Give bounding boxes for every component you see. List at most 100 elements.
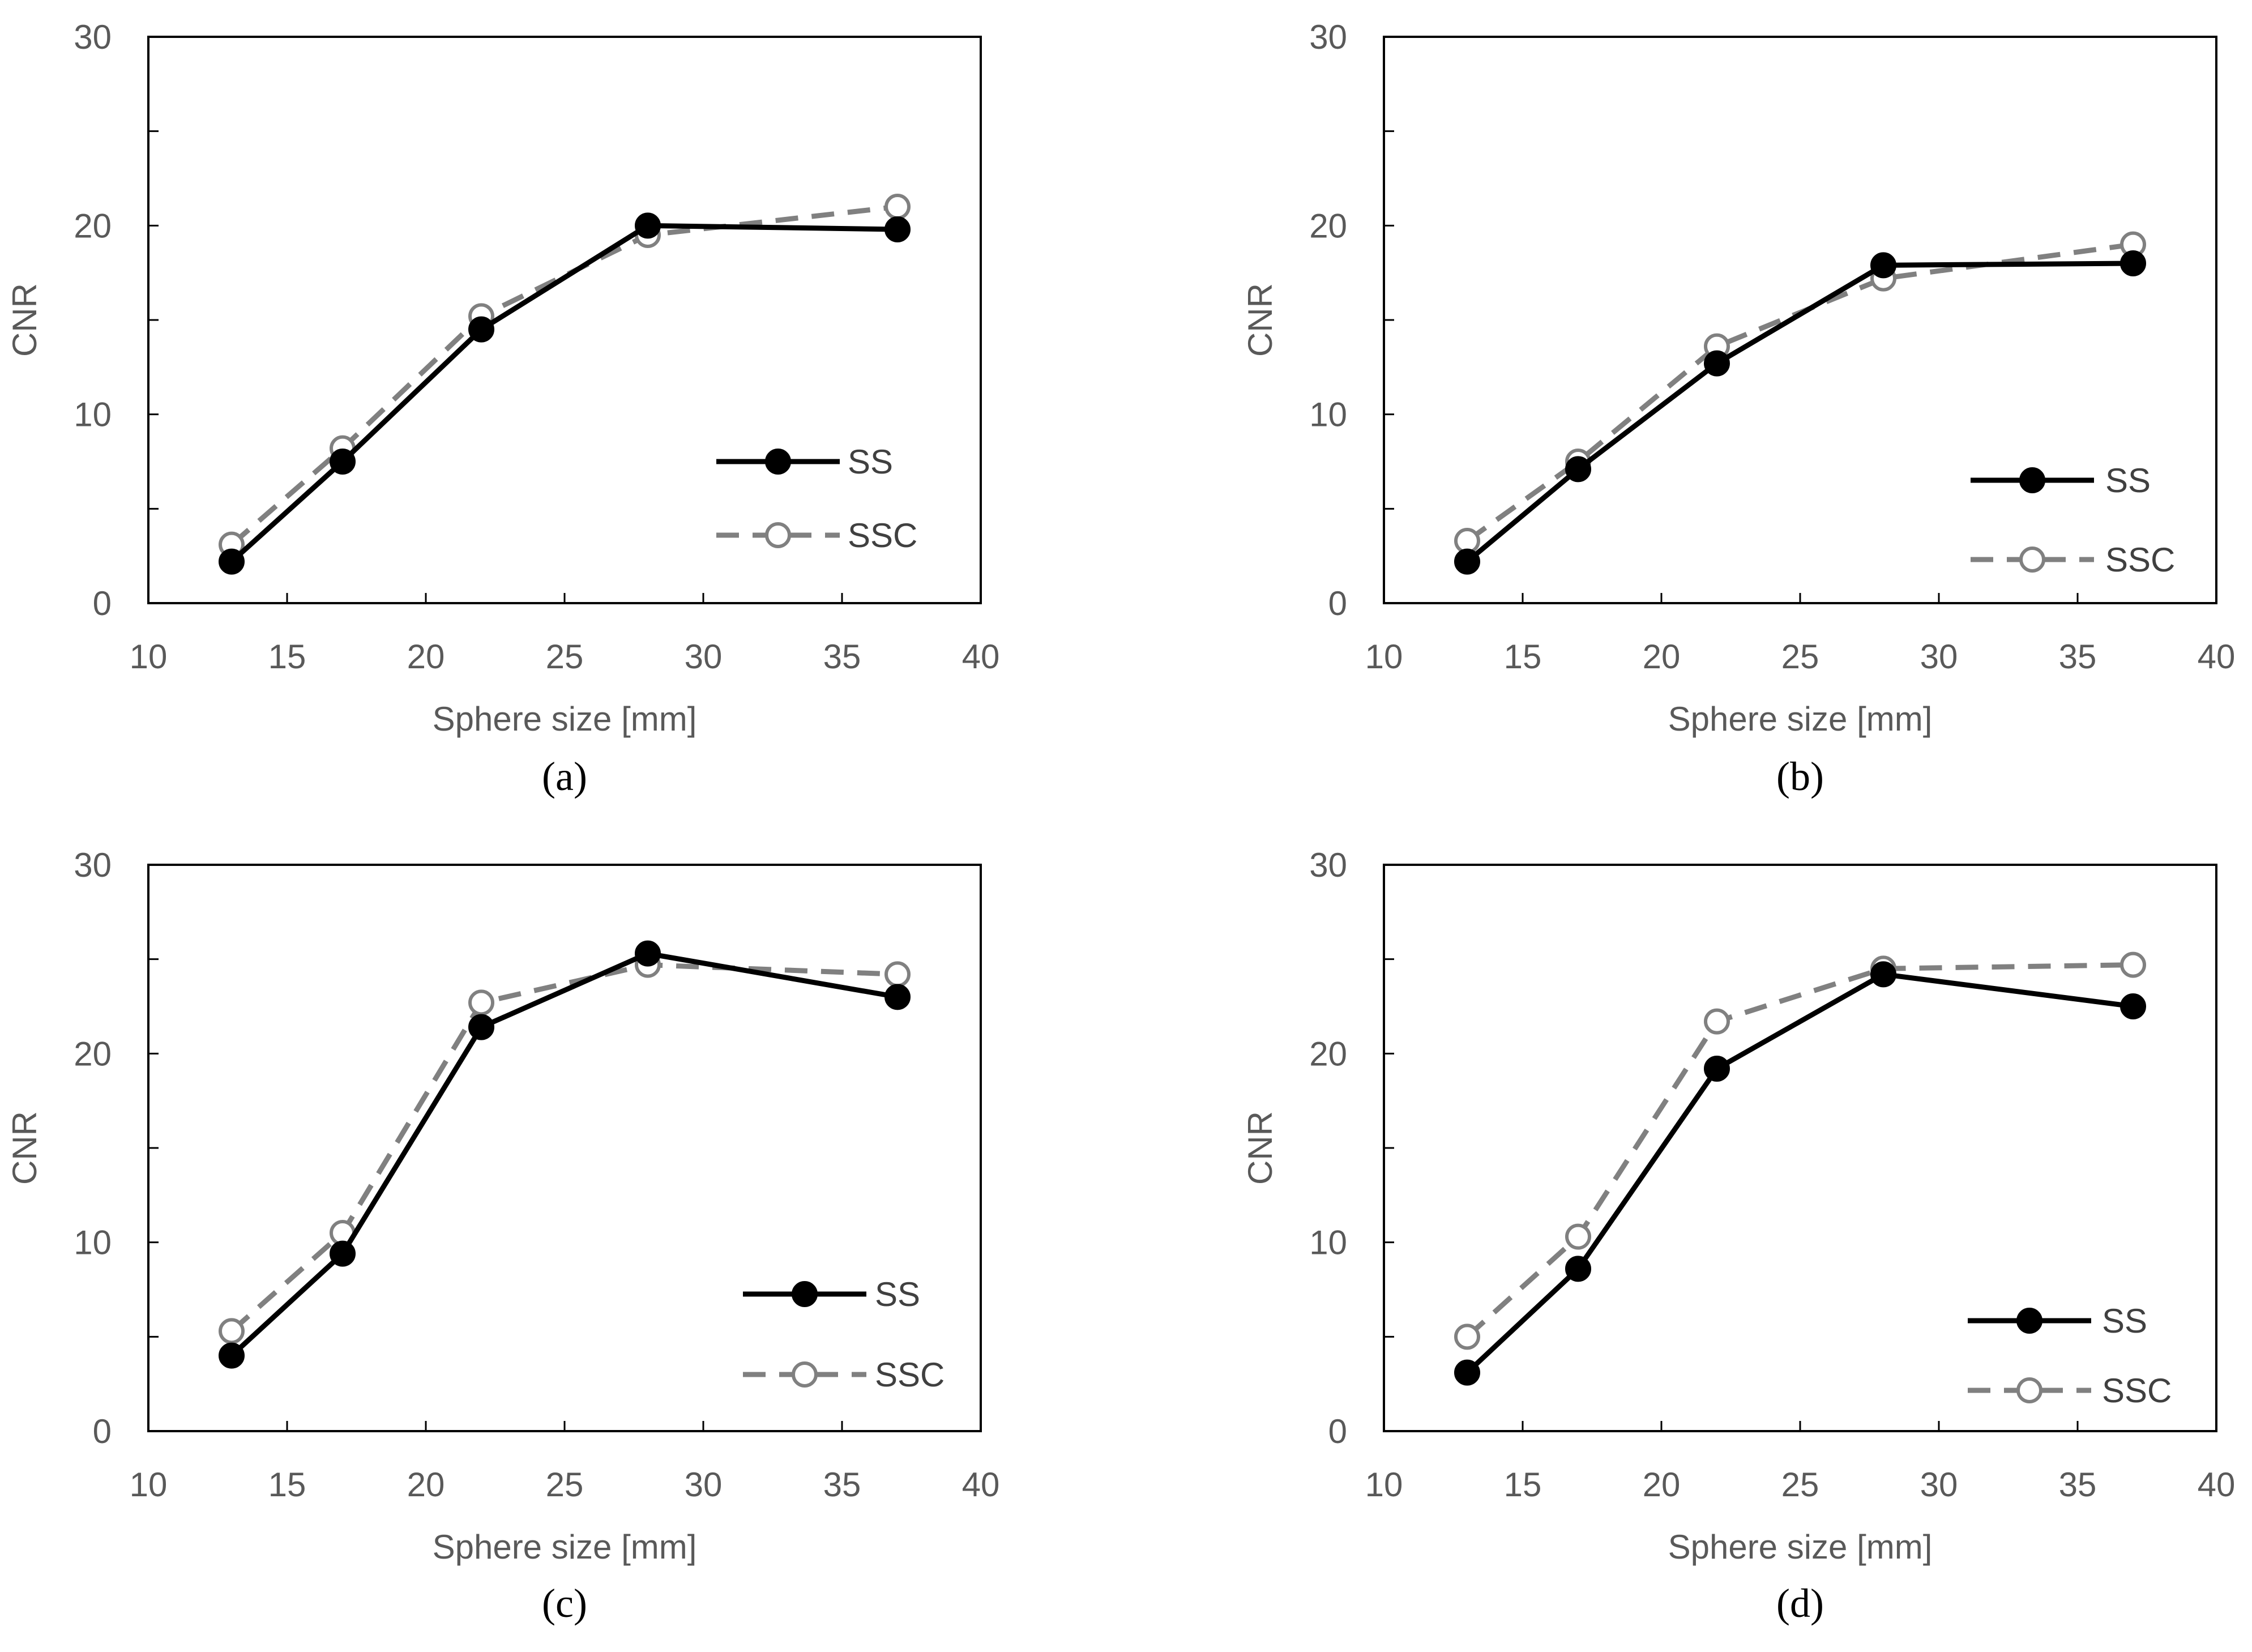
x-tick-label: 30 [1920,638,1958,676]
data-point-ss [1704,1056,1730,1082]
x-tick-label: 30 [685,1466,723,1504]
legend: SS SSC [1971,462,2175,579]
data-point-ss [884,984,911,1010]
data-point-ss [2120,993,2146,1019]
y-tick-label: 20 [74,1035,112,1073]
y-tick-label: 20 [74,207,112,245]
y-tick-label: 30 [74,846,112,884]
y-axis-title: CNR [6,1111,44,1185]
y-tick-label: 10 [1309,396,1347,434]
x-tick-label: 15 [1504,638,1542,676]
y-tick-label: 0 [1328,584,1347,622]
x-tick-label: 25 [546,638,584,676]
x-tick-label: 20 [407,1466,445,1504]
x-tick-label: 30 [1920,1466,1958,1504]
chart-panel-a: 0 10 20 30 10 15 20 25 30 35 40 Sphere size [mm] CNR… [6,18,999,799]
x-tick-label: 40 [962,1466,1000,1504]
data-point-ss [468,316,494,343]
x-axis-title: Sphere size [mm] [1668,1528,1933,1566]
x-tick-label: 10 [1365,1466,1403,1504]
legend-label-ss: SS [2105,462,2151,500]
x-tick-label: 15 [1504,1466,1542,1504]
data-point-ss [1870,961,1896,988]
data-point-ss [219,548,245,575]
chart-panel-b: 0 10 20 30 10 15 20 25 30 35 40 Sphere size [mm] CNR… [1241,18,2235,799]
y-tick-label: 20 [1309,1035,1347,1073]
data-point-ss [884,216,911,242]
y-tick-label: 0 [1328,1412,1347,1450]
data-point-ssc [1454,1324,1480,1350]
y-tick-label: 20 [1309,207,1347,245]
data-point-ssc [1565,1223,1591,1250]
data-point-ss [1704,350,1730,377]
panel-label: (b) [1776,754,1824,799]
legend-label-ssc: SSC [848,516,917,554]
data-point-ss [1454,1359,1480,1386]
legend-marker-ss [2019,467,2045,493]
series-line-ss [229,223,898,564]
y-tick-label: 30 [74,18,112,56]
x-tick-label: 25 [1781,638,1819,676]
x-tick-label: 40 [2198,1466,2236,1504]
y-tick-label: 0 [93,584,112,622]
x-tick-label: 25 [546,1466,584,1504]
legend-label-ss: SS [848,443,893,481]
x-tick-label: 35 [2059,638,2097,676]
chart-panel-d: 0 10 20 30 10 15 20 25 30 35 40 Sphere size [mm] CNR… [1241,846,2235,1626]
legend-marker-ssc [2019,547,2045,573]
legend: SS SSC [1968,1302,2172,1410]
panel-label: (c) [542,1581,587,1626]
y-tick-label: 30 [1309,846,1347,884]
chart-panel-c: 0 10 20 30 10 15 20 25 30 35 40 Sphere size [mm] CNR… [6,846,999,1626]
x-tick-label: 10 [130,1466,168,1504]
panel-label: (d) [1776,1581,1824,1626]
y-axis-title: CNR [1241,283,1279,357]
x-tick-label: 20 [1643,638,1681,676]
plot-frame [147,864,982,1432]
legend-label-ssc: SSC [2105,541,2175,579]
series-line-ssc [230,204,898,547]
x-tick-label: 40 [2198,638,2236,676]
data-point-ss [219,1342,245,1369]
x-tick-label: 20 [407,638,445,676]
data-point-ss [1565,1256,1591,1282]
x-axis-title: Sphere size [mm] [1668,700,1933,738]
legend-label-ssc: SSC [875,1356,945,1394]
data-point-ss [2120,250,2146,276]
series-line-ssc [230,962,898,1333]
data-point-ssc [219,1318,245,1344]
y-axis-title: CNR [6,283,44,357]
x-tick-label: 25 [1781,1466,1819,1504]
data-point-ss [468,1014,494,1040]
data-point-ssc [884,194,911,220]
plot-frame [1383,864,2217,1432]
data-point-ssc [2120,951,2146,978]
x-tick-label: 40 [962,638,1000,676]
legend: SS SSC [716,443,917,554]
data-point-ss [330,449,356,475]
legend-label-ss: SS [2102,1302,2147,1340]
y-tick-label: 10 [74,396,112,434]
legend-marker-ssc [765,522,791,548]
legend-label-ss: SS [875,1275,920,1313]
legend: SS SSC [743,1275,945,1394]
data-point-ss [330,1240,356,1267]
x-tick-label: 35 [2059,1466,2097,1504]
legend-marker-ss [765,449,791,475]
x-tick-label: 35 [823,1466,861,1504]
x-axis-title: Sphere size [mm] [433,1528,697,1566]
series-line-ssc [1465,242,2134,543]
x-tick-label: 10 [130,638,168,676]
y-tick-label: 10 [74,1224,112,1262]
legend-marker-ss [792,1281,818,1307]
legend-marker-ssc [792,1361,818,1388]
data-point-ssc [1704,1008,1730,1035]
x-tick-label: 30 [685,638,723,676]
x-tick-label: 35 [823,638,861,676]
data-point-ss [1565,456,1591,483]
data-point-ss [1870,252,1896,279]
data-point-ssc [468,989,494,1016]
panel-label: (a) [542,754,587,799]
legend-marker-ssc [2016,1377,2042,1403]
series-line-ss [1465,261,2134,564]
